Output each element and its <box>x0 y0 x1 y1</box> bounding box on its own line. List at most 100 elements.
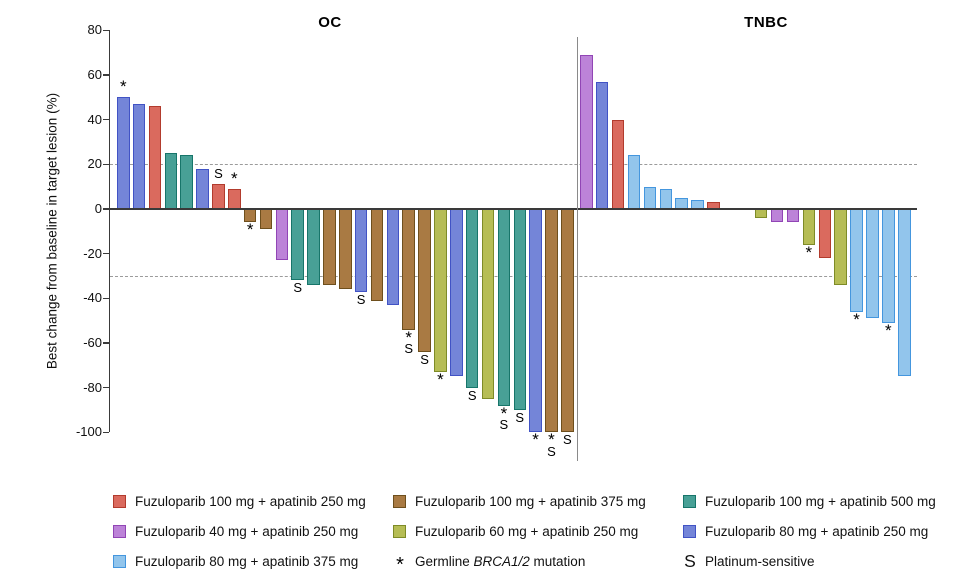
platinum-sensitive-s: S <box>515 409 525 425</box>
legend-item: Fuzuloparib 60 mg + apatinib 250 mg <box>393 516 646 546</box>
y-tick-label: 20 <box>87 156 102 172</box>
bar-tnbc-1 <box>580 54 593 209</box>
legend-column-1: Fuzuloparib 100 mg + apatinib 250 mg Fuzu… <box>113 486 366 576</box>
brca-mutation-asterisk: * <box>532 430 539 450</box>
y-tick-label: -60 <box>83 334 102 350</box>
group-title-tnbc: TNBC <box>744 14 788 31</box>
platinum-sensitive-s: S <box>404 341 414 357</box>
legend-label: Fuzuloparib 80 mg + apatinib 375 mg <box>135 553 359 569</box>
legend-swatch-purple <box>113 524 126 538</box>
bar-oc-11 <box>275 209 289 261</box>
bar-oc-4 <box>164 153 178 209</box>
brca-mutation-asterisk: * <box>230 168 238 188</box>
legend-swatch-brown <box>393 494 406 508</box>
bar-tnbc-2 <box>595 81 609 209</box>
legend-item: Fuzuloparib 100 mg + apatinib 500 mg <box>683 486 936 516</box>
legend-label: Fuzuloparib 100 mg + apatinib 375 mg <box>415 493 646 509</box>
y-tick-mark <box>102 29 109 32</box>
bar-tnbc-20 <box>882 209 895 323</box>
reference-line-20 <box>110 164 917 166</box>
bar-oc-24 <box>481 209 495 399</box>
legend-label: Fuzuloparib 80 mg + apatinib 250 mg <box>705 523 929 539</box>
y-tick-mark <box>102 386 109 389</box>
y-axis-title: Best change from baseline in target lesi… <box>44 92 60 370</box>
bar-oc-20 <box>418 209 431 352</box>
y-tick-label: 80 <box>87 22 102 38</box>
y-tick-mark <box>102 163 109 166</box>
y-tick-label: 60 <box>87 67 102 82</box>
bar-tnbc-5 <box>643 186 657 209</box>
brca-mutation-asterisk: * <box>119 77 127 97</box>
legend-item: Fuzuloparib 80 mg + apatinib 375 mg <box>113 546 366 576</box>
legend-item: Fuzuloparib 80 mg + apatinib 250 mg <box>683 516 936 546</box>
legend-swatch-teal <box>683 494 696 508</box>
bar-oc-13 <box>307 209 320 285</box>
bar-oc-23 <box>465 209 479 388</box>
bar-oc-29 <box>561 209 574 433</box>
y-tick-label: 0 <box>94 201 102 216</box>
y-tick-label: -20 <box>83 245 102 261</box>
bar-oc-16 <box>354 209 368 292</box>
platinum-sensitive-s: S <box>214 166 223 182</box>
bar-tnbc-3 <box>611 119 625 209</box>
legend-item: Fuzuloparib 40 mg + apatinib 250 mg <box>113 516 366 546</box>
legend-item: Fuzuloparib 100 mg + apatinib 250 mg <box>113 486 366 516</box>
platinum-sensitive-s: S <box>356 291 366 307</box>
bar-oc-12 <box>291 209 304 281</box>
y-tick-mark <box>102 342 109 344</box>
legend-label: Germline BRCA1/2 mutation <box>415 553 586 569</box>
y-tick-mark <box>102 208 109 210</box>
legend-item: S Platinum-sensitive <box>683 546 936 576</box>
brca-mutation-asterisk: * <box>246 220 254 240</box>
legend-label: Fuzuloparib 100 mg + apatinib 500 mg <box>705 493 936 509</box>
legend-swatch-blue <box>683 524 696 538</box>
legend-label: Fuzuloparib 40 mg + apatinib 250 mg <box>135 523 359 539</box>
platinum-sensitive-s: S <box>499 417 509 433</box>
bar-tnbc-6 <box>659 188 672 209</box>
y-tick-label: -100 <box>75 424 102 440</box>
bar-oc-10 <box>259 209 273 230</box>
y-tick-label: 40 <box>87 111 102 127</box>
legend-column-2: Fuzuloparib 100 mg + apatinib 375 mg Fuzu… <box>393 486 646 576</box>
s-marker: S <box>684 550 696 571</box>
bar-tnbc-16 <box>818 209 831 259</box>
brca-mutation-asterisk: * <box>405 327 413 347</box>
legend-item: * Germline BRCA1/2 mutation <box>393 546 646 576</box>
bar-tnbc-15 <box>802 209 816 245</box>
y-tick-label: -80 <box>83 379 102 395</box>
bar-oc-18 <box>386 209 400 306</box>
bar-oc-21 <box>434 209 447 373</box>
legend-label: Fuzuloparib 60 mg + apatinib 250 mg <box>415 523 639 539</box>
brca-mutation-asterisk: * <box>805 242 813 262</box>
bar-oc-17 <box>370 209 384 301</box>
bar-oc-22 <box>450 209 463 377</box>
bar-oc-5 <box>180 155 193 209</box>
group-title-oc: OC <box>318 14 342 31</box>
asterisk-marker: * <box>396 554 404 576</box>
bar-oc-28 <box>545 209 558 433</box>
bar-oc-1 <box>117 97 130 209</box>
bar-oc-14 <box>323 209 336 285</box>
y-tick-label: -40 <box>83 290 102 306</box>
group-divider-line <box>577 37 579 461</box>
bar-oc-6 <box>196 168 209 209</box>
platinum-sensitive-s: S <box>467 387 477 403</box>
bar-tnbc-13 <box>770 209 784 223</box>
platinum-sensitive-s: S <box>293 280 303 296</box>
bar-oc-15 <box>339 209 352 290</box>
y-tick-mark <box>102 431 109 434</box>
bar-tnbc-4 <box>627 155 641 209</box>
legend-swatch-red <box>113 494 126 508</box>
brca-mutation-asterisk: * <box>437 370 444 390</box>
y-tick-mark <box>102 252 109 255</box>
bar-oc-7 <box>212 184 225 209</box>
bar-tnbc-14 <box>786 209 800 223</box>
brca-mutation-asterisk: * <box>500 403 508 423</box>
bar-tnbc-17 <box>834 209 847 285</box>
bar-oc-8 <box>228 188 241 209</box>
brca-mutation-asterisk: * <box>548 430 555 450</box>
bar-tnbc-19 <box>866 209 879 319</box>
bar-oc-26 <box>513 209 526 410</box>
bar-oc-19 <box>402 209 415 330</box>
